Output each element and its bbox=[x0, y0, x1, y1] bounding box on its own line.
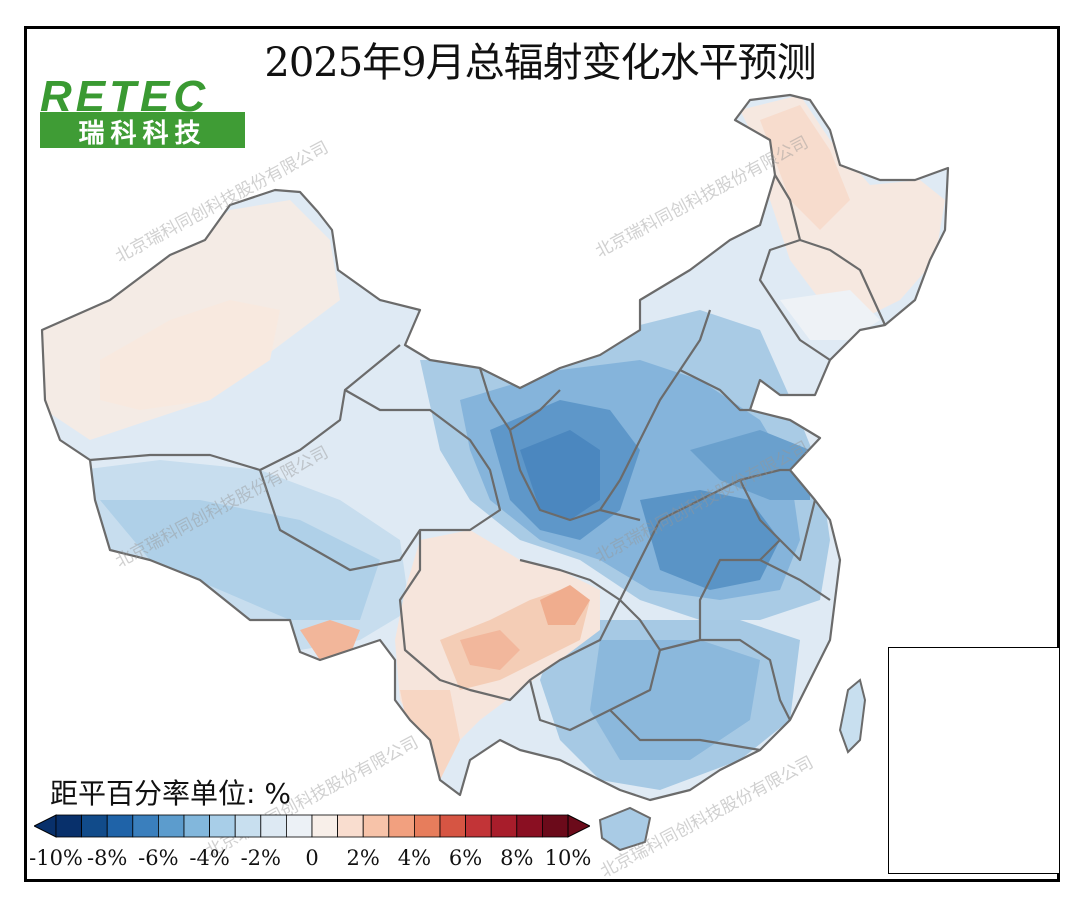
legend-unit-label: 距平百分率单位: % bbox=[50, 777, 291, 810]
legend-color-swatch bbox=[413, 814, 441, 838]
legend-tick-label: -10% bbox=[29, 846, 83, 870]
logo-band bbox=[40, 112, 245, 148]
legend-color-swatch bbox=[106, 814, 134, 838]
legend-color-swatch bbox=[362, 814, 390, 838]
legend-tick-label: 0 bbox=[305, 846, 319, 870]
legend-tick-label: -4% bbox=[189, 846, 230, 870]
legend-cap-high bbox=[567, 814, 590, 838]
legend-tick-label: 10% bbox=[544, 846, 592, 870]
logo-brand: RETEC bbox=[40, 72, 210, 121]
legend-tick-label: 6% bbox=[448, 846, 483, 870]
legend-color-swatch bbox=[465, 814, 492, 838]
color-legend-bar bbox=[34, 814, 590, 838]
legend-color-swatch bbox=[158, 814, 185, 838]
south-china-sea-inset bbox=[888, 647, 1060, 874]
legend-color-swatch bbox=[285, 814, 313, 838]
legend-tick-label: -8% bbox=[86, 846, 128, 870]
legend-color-swatch bbox=[183, 814, 211, 838]
map-title: 2025年9月总辐射变化水平预测 bbox=[264, 40, 816, 86]
legend-color-swatch bbox=[337, 814, 364, 838]
logo-brand-cn: 瑞科科技 bbox=[78, 119, 207, 149]
legend-color-swatch bbox=[541, 814, 569, 838]
legend-tick-label: 8% bbox=[500, 846, 534, 870]
legend-tick-label: -6% bbox=[138, 846, 179, 870]
legend-color-swatch bbox=[260, 814, 287, 838]
legend-color-swatch bbox=[132, 814, 159, 838]
legend-color-swatch bbox=[311, 814, 339, 838]
legend-color-swatch bbox=[516, 814, 543, 838]
legend-tick-label: 4% bbox=[397, 846, 432, 870]
legend-color-swatch bbox=[490, 814, 518, 838]
legend-color-swatch bbox=[55, 814, 83, 838]
legend-color-swatch bbox=[81, 814, 108, 838]
legend-tick-label: -2% bbox=[240, 846, 282, 870]
legend-color-swatch bbox=[234, 814, 262, 838]
legend-color-swatch bbox=[439, 814, 467, 838]
legend-color-swatch bbox=[209, 814, 236, 838]
legend-cap-low bbox=[34, 814, 57, 838]
legend-color-swatch bbox=[388, 814, 415, 838]
legend-tick-label: 2% bbox=[346, 846, 380, 870]
